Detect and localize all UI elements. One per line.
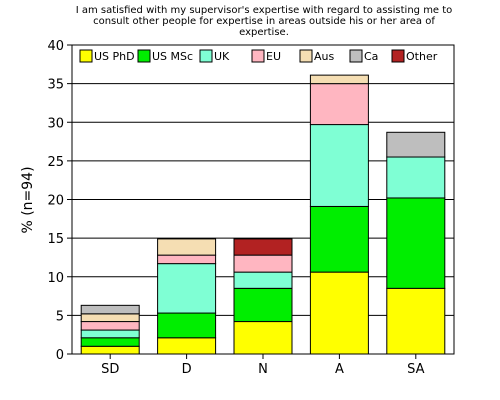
legend-label: UK (214, 50, 230, 63)
bar-segment (80, 321, 140, 331)
x-category-label: A (335, 362, 344, 377)
bar-segment (80, 345, 140, 355)
bar-segment (157, 312, 217, 339)
y-tick-label: 40 (47, 39, 64, 54)
x-category-label: SD (101, 362, 119, 377)
legend-swatch (79, 49, 93, 63)
legend-label: Aus (314, 50, 334, 63)
bar-segment (157, 263, 217, 314)
bar-segment (80, 304, 140, 315)
bar-segment (386, 131, 446, 158)
legend: US PhD US MSc UK EU Aus Ca Other (79, 49, 438, 63)
chart-title-line-2: consult other people for expertise in ar… (93, 16, 435, 27)
chart-title: I am satisfied with my supervisor's expe… (76, 5, 453, 38)
legend-swatch (391, 49, 405, 63)
bar-segment (157, 337, 217, 355)
bar-segment (233, 321, 293, 355)
x-category-label: SA (407, 362, 424, 377)
bar-segment (386, 156, 446, 199)
y-tick-label: 15 (47, 232, 64, 247)
bar-segment (233, 271, 293, 289)
bar-segment (233, 254, 293, 273)
legend-swatch (349, 49, 363, 63)
legend-label: EU (266, 50, 281, 63)
legend-swatch (199, 49, 213, 63)
bar-segment (233, 287, 293, 323)
y-tick-label: 5 (56, 309, 64, 324)
bar-segment (157, 254, 217, 265)
chart-title-line-1: I am satisfied with my supervisor's expe… (76, 5, 453, 16)
grid-lines (72, 83, 454, 316)
legend-label: US MSc (152, 50, 193, 63)
y-tick-label: 20 (47, 194, 64, 209)
x-category-label: N (258, 362, 268, 377)
bar-segment (80, 329, 140, 339)
legend-swatch (251, 49, 265, 63)
bar-segment (309, 271, 369, 355)
bar-segment (80, 313, 140, 323)
chart-title-line-3: expertise. (239, 27, 289, 38)
y-tick-label: 0 (56, 348, 64, 363)
bars (80, 74, 446, 355)
x-axis-categories: SD D N A SA (101, 354, 425, 377)
bar-segment (233, 238, 293, 256)
legend-label: US PhD (94, 50, 135, 63)
legend-swatch (137, 49, 151, 63)
bar-segment (157, 238, 217, 256)
legend-swatch (299, 49, 313, 63)
bar-segment (309, 124, 369, 207)
bar-segment (309, 74, 369, 85)
y-tick-label: 25 (47, 155, 64, 170)
bar-segment (386, 197, 446, 289)
legend-label: Other (406, 50, 438, 63)
bar-segment (80, 337, 140, 347)
bar-segment (386, 287, 446, 355)
y-tick-label: 35 (47, 78, 64, 93)
legend-label: Ca (364, 50, 378, 63)
y-tick-label: 30 (47, 116, 64, 131)
bar-segment (309, 205, 369, 273)
y-axis-ticks: 0 5 10 15 20 25 30 35 40 (47, 39, 72, 363)
y-axis-label: % (n=94) (20, 166, 36, 233)
y-tick-label: 10 (47, 271, 64, 286)
x-category-label: D (182, 362, 192, 377)
bar-segment (309, 83, 369, 126)
